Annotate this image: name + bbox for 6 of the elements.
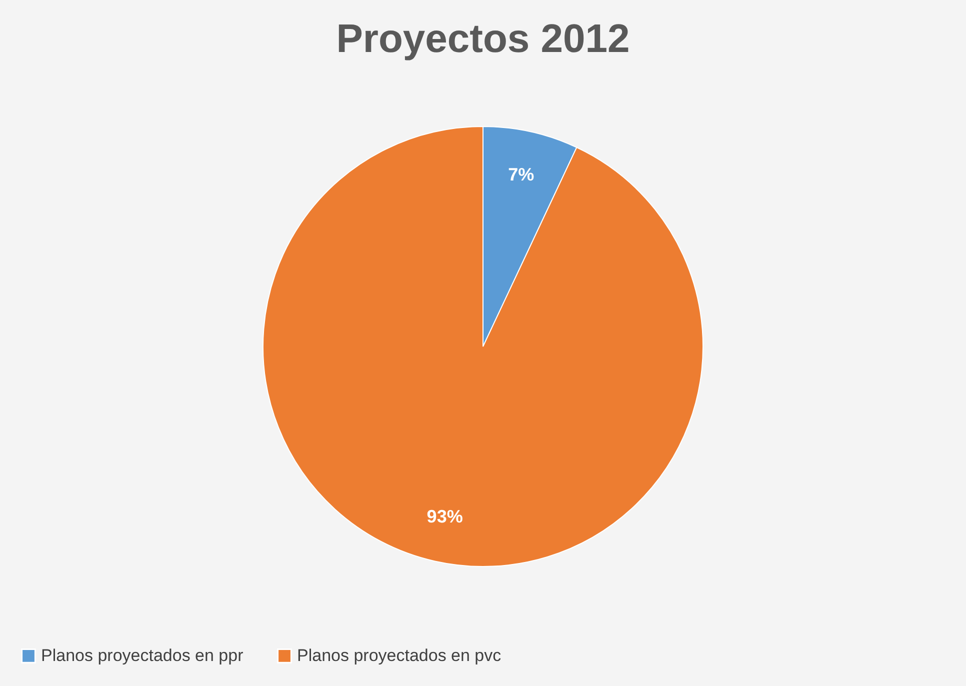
legend-label: Planos proyectados en ppr: [41, 646, 244, 665]
data-label: 93%: [426, 506, 463, 526]
pie-slice: [262, 126, 704, 567]
chart-title: Proyectos 2012: [336, 17, 630, 61]
legend-label: Planos proyectados en pvc: [297, 646, 502, 665]
data-label: 7%: [508, 164, 534, 185]
